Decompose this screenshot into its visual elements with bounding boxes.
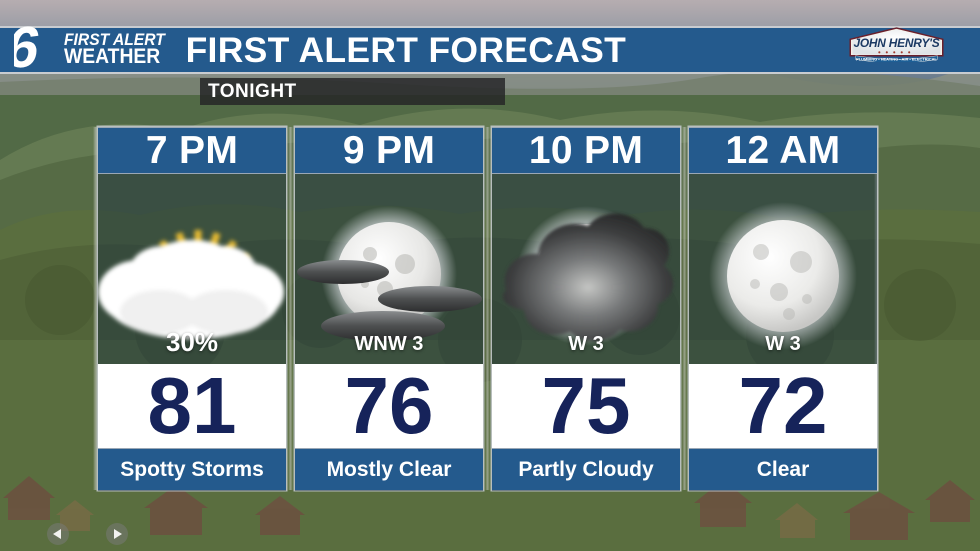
- svg-text:PLUMBING • HEATING • AIR • ELE: PLUMBING • HEATING • AIR • ELECTRICAL: [856, 57, 937, 62]
- svg-text:6: 6: [14, 26, 45, 74]
- svg-text:JOHN HENRY'S: JOHN HENRY'S: [853, 36, 939, 50]
